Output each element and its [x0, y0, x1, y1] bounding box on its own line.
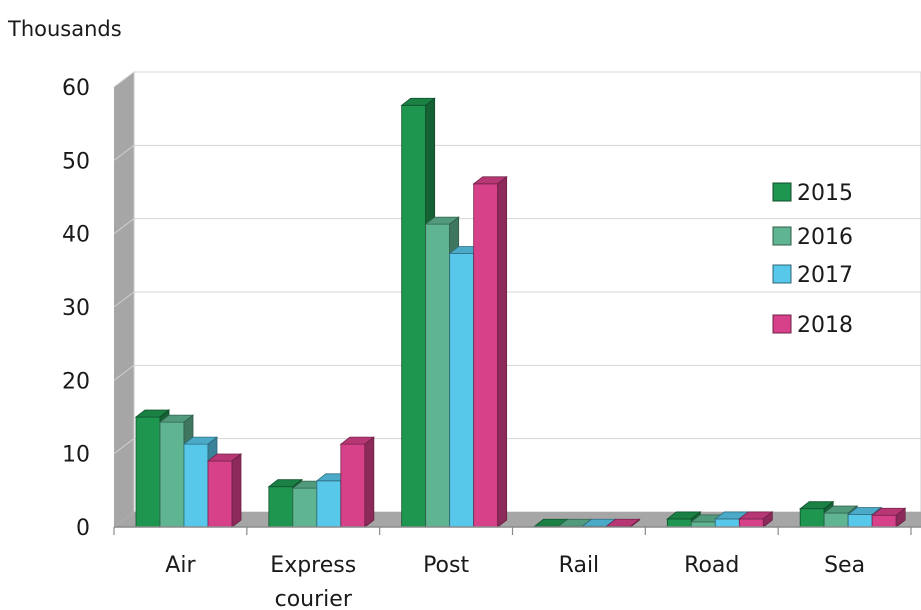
bar-side — [497, 175, 508, 528]
legend-label: 2015 — [797, 181, 853, 206]
bar-front — [823, 512, 849, 528]
x-tick-label: courier — [275, 587, 353, 610]
gridline-diagonal — [113, 364, 135, 381]
bar — [206, 453, 243, 528]
gridline-diagonal — [113, 291, 135, 308]
bar-front — [738, 518, 764, 528]
bar-front — [268, 486, 294, 528]
bar-side — [364, 436, 375, 528]
bar-front — [292, 487, 318, 528]
bar-front — [847, 514, 873, 528]
y-unit-label: Thousands — [7, 17, 122, 41]
bar-front — [183, 443, 209, 528]
bar-front — [449, 253, 475, 528]
bar-front — [690, 521, 716, 528]
x-axis: Air Express courier Post Rail Road Sea — [113, 526, 921, 610]
bar — [823, 505, 859, 528]
gridlines — [113, 71, 921, 455]
legend: 2015 2016 2017 2018 — [772, 181, 853, 338]
bar — [738, 511, 774, 528]
bar-side — [231, 453, 242, 528]
bar-side — [762, 511, 773, 528]
bar-front — [473, 183, 499, 528]
bar — [400, 97, 436, 528]
y-tick-label: 20 — [62, 369, 90, 394]
x-tick-label: Air — [165, 553, 196, 578]
gridline-diagonal — [113, 218, 135, 235]
y-axis-ticks: 0 10 20 30 40 50 60 — [62, 76, 90, 541]
bar — [472, 175, 508, 528]
x-tick-label: Express — [270, 553, 356, 578]
bar — [871, 507, 907, 528]
legend-swatch — [772, 314, 792, 334]
bar-front — [401, 104, 427, 528]
x-tick-label: Rail — [559, 553, 600, 578]
y-tick-label: 50 — [62, 149, 90, 174]
legend-label: 2016 — [797, 225, 853, 250]
x-tick-label: Post — [423, 553, 469, 578]
legend-item: 2017 — [772, 263, 853, 288]
bar-front — [316, 480, 342, 528]
bar-front — [666, 518, 692, 528]
bar-front — [340, 443, 366, 528]
legend-label: 2018 — [797, 313, 853, 338]
x-tick-label: Road — [684, 553, 739, 578]
legend-swatch — [772, 226, 792, 246]
legend-item: 2018 — [772, 313, 853, 338]
bar-front — [135, 416, 161, 528]
bar-side — [895, 507, 906, 528]
bar-front — [425, 223, 451, 528]
gridline-diagonal — [113, 438, 135, 455]
y-tick-label: 40 — [62, 223, 90, 248]
bar-front — [799, 508, 825, 528]
bar-front — [871, 514, 897, 528]
bar-front — [207, 460, 233, 528]
y-tick-label: 10 — [62, 443, 90, 468]
legend-item: 2015 — [772, 181, 853, 206]
legend-label: 2017 — [797, 263, 853, 288]
x-tick-label: Sea — [824, 553, 865, 578]
y-tick-label: 0 — [76, 516, 90, 541]
gridline-diagonal — [113, 144, 135, 161]
legend-swatch — [772, 264, 792, 284]
bar-front — [714, 518, 740, 528]
gridline-diagonal — [113, 71, 135, 88]
y-tick-label: 60 — [62, 76, 90, 101]
legend-item: 2016 — [772, 225, 853, 250]
bars — [134, 97, 907, 528]
y-tick-label: 30 — [62, 296, 90, 321]
bar — [339, 436, 375, 528]
bar-front — [159, 421, 185, 528]
legend-swatch — [772, 182, 792, 202]
